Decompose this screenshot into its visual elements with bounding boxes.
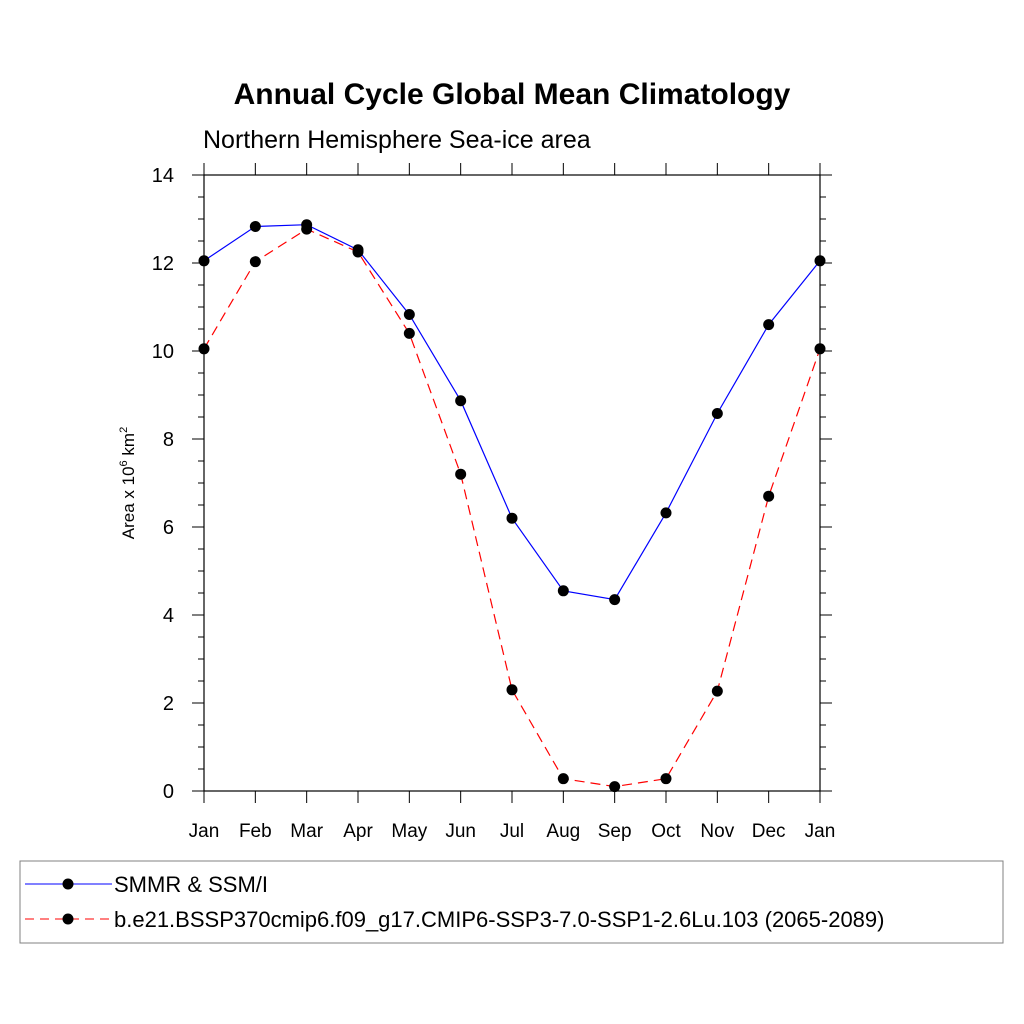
x-tick-label: Aug bbox=[546, 821, 580, 842]
data-point-series-1 bbox=[557, 773, 569, 785]
data-point-series-0 bbox=[455, 395, 467, 407]
y-axis-label-exponent: 6 bbox=[118, 460, 130, 466]
major-ticks bbox=[192, 163, 832, 803]
y-axis-label: Area x 106 km2 bbox=[118, 427, 138, 539]
data-point-series-0 bbox=[557, 585, 569, 597]
data-point-series-0 bbox=[506, 512, 518, 524]
data-point-series-0 bbox=[249, 220, 261, 232]
series-group bbox=[198, 219, 826, 793]
data-point-series-1 bbox=[711, 685, 723, 697]
y-tick-label: 10 bbox=[152, 341, 174, 363]
legend-label-model: b.e21.BSSP370cmip6.f09_g17.CMIP6-SSP3-7.… bbox=[114, 907, 884, 932]
data-point-series-1 bbox=[249, 256, 261, 268]
x-tick-label: Nov bbox=[700, 821, 734, 842]
legend-marker-smmr bbox=[62, 878, 74, 890]
y-tick-label: 12 bbox=[152, 253, 174, 275]
data-point-series-0 bbox=[609, 594, 621, 606]
minor-ticks bbox=[198, 174, 826, 792]
plot-frame bbox=[203, 174, 821, 792]
y-tick-label: 2 bbox=[163, 693, 174, 715]
data-point-series-0 bbox=[403, 308, 415, 320]
x-tick-label: Apr bbox=[343, 821, 373, 842]
legend: SMMR & SSM/I b.e21.BSSP370cmip6.f09_g17.… bbox=[19, 860, 1004, 944]
y-tick-label: 8 bbox=[163, 429, 174, 451]
data-point-series-1 bbox=[660, 773, 672, 785]
data-point-series-1 bbox=[352, 246, 364, 258]
y-tick-label: 6 bbox=[163, 517, 174, 539]
data-point-series-1 bbox=[506, 684, 518, 696]
x-tick-label: Sep bbox=[598, 821, 632, 842]
data-point-series-0 bbox=[711, 407, 723, 419]
y-tick-label: 0 bbox=[163, 781, 174, 803]
data-point-series-1 bbox=[609, 781, 621, 793]
x-tick-label: Jul bbox=[500, 821, 524, 842]
legend-marker-model bbox=[62, 913, 74, 925]
chart-subtitle: Northern Hemisphere Sea-ice area bbox=[203, 126, 591, 154]
x-tick-label: Dec bbox=[752, 821, 786, 842]
data-point-series-1 bbox=[455, 468, 467, 480]
x-tick-label: May bbox=[391, 821, 427, 842]
y-tick-label: 4 bbox=[163, 605, 174, 627]
legend-label-smmr: SMMR & SSM/I bbox=[114, 872, 268, 897]
x-tick-label: Oct bbox=[651, 821, 681, 842]
x-tick-label: Jun bbox=[445, 821, 476, 842]
x-tick-label: Mar bbox=[290, 821, 323, 842]
y-tick-label: 14 bbox=[152, 165, 174, 187]
x-tick-labels: Jan Feb Mar Apr May Jun Jul Aug Sep Oct Nov Dec Jan bbox=[189, 821, 836, 842]
y-axis-label-unit-exponent: 2 bbox=[118, 427, 130, 433]
x-tick-label: Jan bbox=[189, 821, 220, 842]
y-axis-label-prefix: Area x 10 bbox=[119, 466, 138, 539]
series-line-0 bbox=[203, 224, 821, 601]
data-point-series-0 bbox=[660, 507, 672, 519]
legend-box bbox=[19, 860, 1004, 944]
svg-text:Area x 106 km2: Area x 106 km2 bbox=[118, 427, 138, 539]
data-point-series-1 bbox=[301, 223, 313, 235]
data-point-series-1 bbox=[763, 490, 775, 502]
chart-title: Annual Cycle Global Mean Climatology bbox=[234, 78, 791, 111]
data-point-series-0 bbox=[763, 319, 775, 331]
series-line-1 bbox=[203, 228, 821, 788]
x-tick-label: Jan bbox=[805, 821, 836, 842]
y-axis-label-unit: km bbox=[119, 433, 138, 460]
x-tick-label: Feb bbox=[239, 821, 272, 842]
data-point-series-1 bbox=[403, 327, 415, 339]
y-tick-labels: 0 2 4 6 8 10 12 14 bbox=[152, 165, 174, 803]
